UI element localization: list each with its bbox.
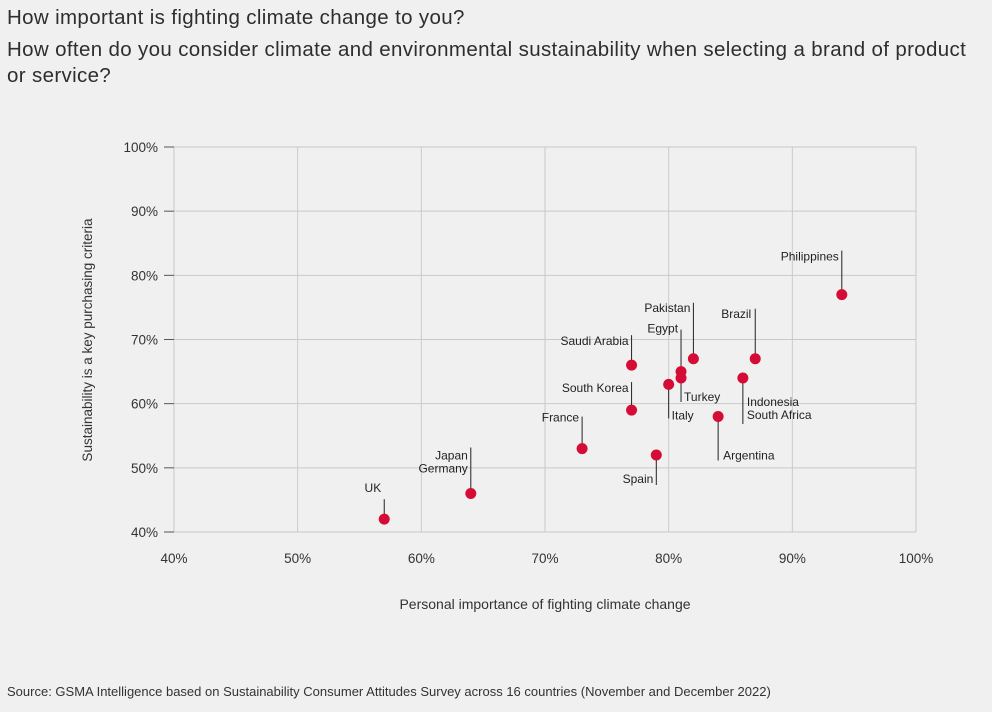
x-tick-label: 100% (899, 551, 934, 566)
point-label: Italy (672, 408, 694, 422)
data-point (737, 372, 749, 384)
point-label: Argentina (723, 449, 775, 463)
point-label: France (542, 411, 580, 425)
point-label: Saudi Arabia (561, 334, 629, 348)
scatter-chart: 40% 50% 60% 70% 80% 90% 100% 40% 50% 60% 70% 80% 90… (80, 140, 933, 612)
x-tick-label: 80% (655, 551, 682, 566)
data-point (675, 366, 687, 378)
x-axis-label: Personal importance of fighting climate … (399, 596, 690, 612)
data-point (687, 353, 699, 365)
data-point (465, 488, 477, 499)
data-point (749, 353, 761, 365)
point-label: UK (365, 481, 382, 495)
y-tick-label: 60% (131, 397, 158, 412)
point-label: Germany (418, 462, 467, 476)
point-label: Indonesia (747, 395, 799, 409)
point-label: Japan (435, 449, 468, 463)
data-point (626, 359, 638, 371)
x-tick-label: 60% (408, 551, 435, 566)
x-tick-label: 90% (779, 551, 806, 566)
data-point (378, 513, 390, 525)
y-axis-ticks: 40% 50% 60% 70% 80% 90% 100% (123, 140, 158, 540)
point-label: Pakistan (644, 301, 690, 315)
point-label: Spain (623, 472, 654, 486)
data-point (712, 411, 724, 422)
x-tick-label: 40% (160, 551, 187, 566)
x-tick-label: 50% (284, 551, 311, 566)
y-tick-label: 80% (131, 268, 158, 283)
grid-lines (164, 146, 917, 533)
data-points (378, 289, 848, 525)
y-tick-label: 90% (131, 204, 158, 219)
data-point (663, 378, 675, 390)
point-label: South Africa (747, 408, 812, 422)
chart-subtitle: How often do you consider climate and en… (7, 38, 967, 87)
y-axis-label: Sustainability is a key purchasing crite… (80, 218, 95, 462)
x-tick-label: 70% (531, 551, 558, 566)
y-tick-label: 40% (131, 525, 158, 540)
point-label: Turkey (684, 390, 720, 404)
y-tick-label: 100% (123, 140, 158, 155)
data-point (650, 449, 662, 461)
point-label: Philippines (781, 250, 839, 264)
data-point (836, 289, 848, 301)
data-point (626, 404, 638, 416)
source-note: Source: GSMA Intelligence based on Susta… (7, 684, 771, 699)
chart-title: How important is fighting climate change… (7, 6, 465, 29)
point-label: Egypt (647, 322, 678, 336)
data-point (576, 443, 588, 455)
y-tick-label: 50% (131, 461, 158, 476)
point-label: South Korea (562, 381, 629, 395)
point-label: Brazil (721, 307, 751, 321)
y-tick-label: 70% (131, 333, 158, 348)
x-axis-ticks: 40% 50% 60% 70% 80% 90% 100% (160, 551, 933, 566)
